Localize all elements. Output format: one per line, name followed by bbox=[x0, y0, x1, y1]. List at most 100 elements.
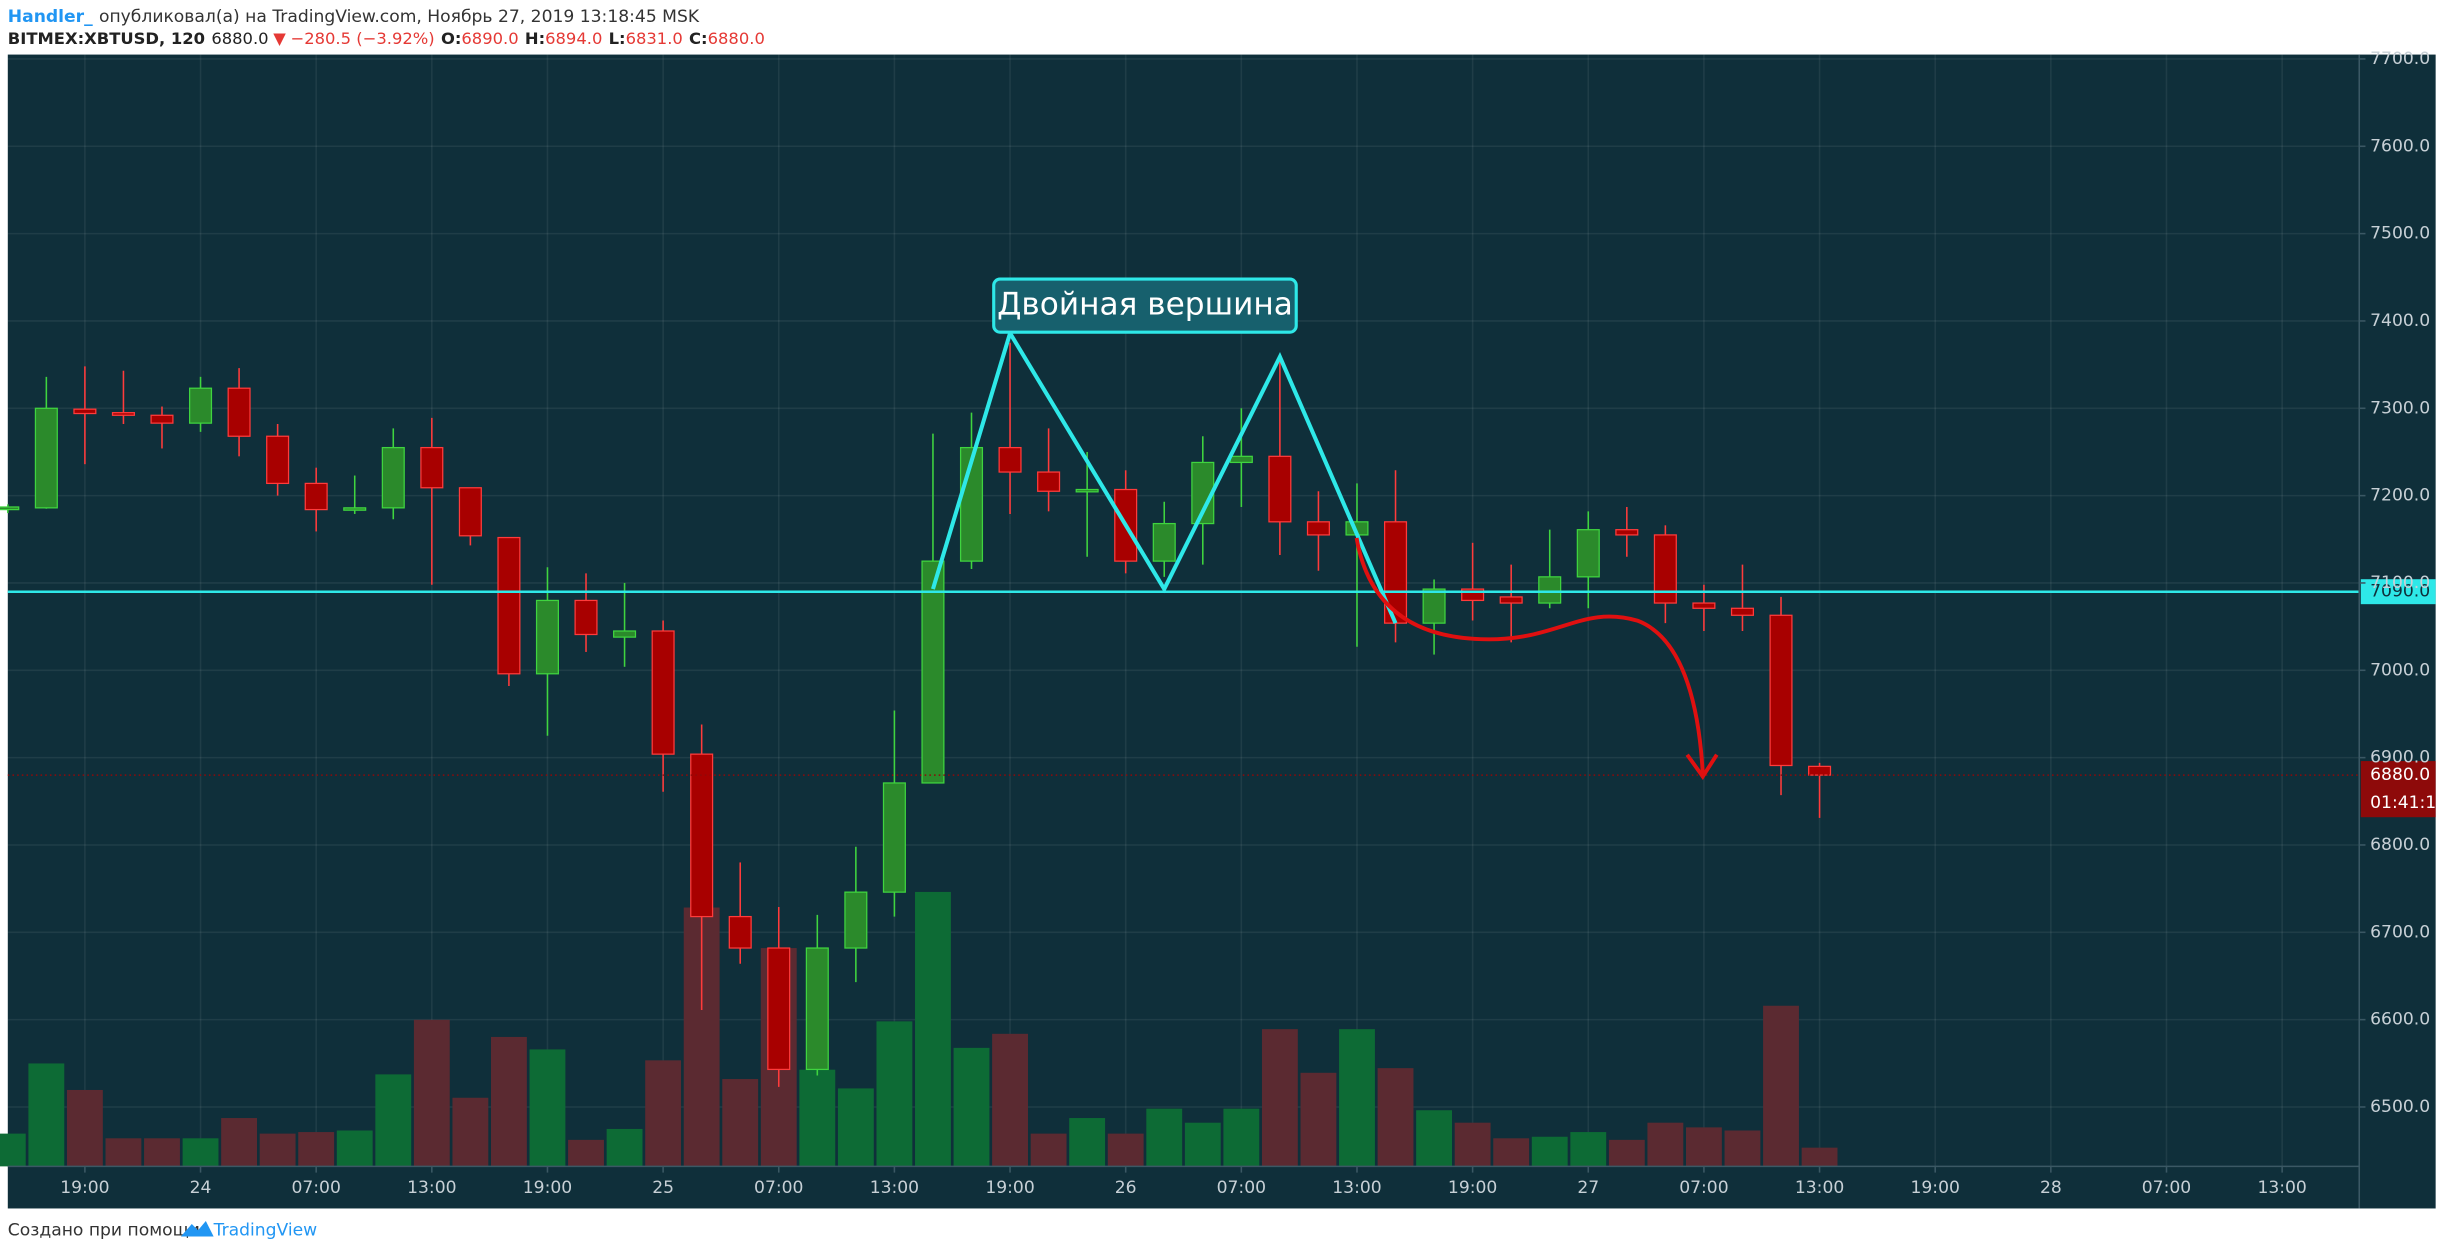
y-tick-label: 7600.0 bbox=[2370, 136, 2430, 156]
header-line-1: Handler_ опубликовал(а) на TradingView.co… bbox=[8, 7, 700, 27]
candle-body bbox=[574, 599, 598, 636]
candle-body bbox=[34, 407, 58, 509]
candle-body bbox=[304, 482, 328, 511]
candle-body bbox=[0, 506, 20, 511]
last-price-label: 6880.0 bbox=[2370, 765, 2430, 785]
y-tick-label: 6700.0 bbox=[2370, 922, 2430, 942]
volume-bar bbox=[452, 1097, 489, 1167]
candle-body bbox=[690, 753, 714, 918]
volume-bar bbox=[1107, 1133, 1144, 1167]
candle-body bbox=[497, 536, 521, 675]
candle-body bbox=[728, 915, 752, 949]
volume-bar bbox=[1570, 1132, 1607, 1167]
volume-bar bbox=[1261, 1029, 1298, 1167]
last-price-box bbox=[2360, 761, 2436, 818]
candle-body bbox=[1499, 596, 1523, 604]
footer-brand[interactable]: TradingView bbox=[213, 1220, 318, 1240]
volume-bar bbox=[1454, 1122, 1491, 1167]
pattern-label-box bbox=[992, 277, 1298, 334]
candle-body bbox=[1692, 602, 1716, 609]
volume-bar bbox=[1647, 1122, 1684, 1167]
volume-bar bbox=[799, 1069, 836, 1167]
volume-bar bbox=[1030, 1133, 1067, 1167]
volume-bar bbox=[1377, 1068, 1414, 1167]
x-tick-label: 19:00 bbox=[60, 1178, 109, 1198]
footer-text: Создано при помощи bbox=[8, 1220, 200, 1240]
y-tick-label: 7000.0 bbox=[2370, 660, 2430, 680]
volume-bar bbox=[1069, 1118, 1106, 1167]
candle-body bbox=[1306, 521, 1330, 536]
x-tick-label: 13:00 bbox=[1332, 1178, 1381, 1198]
volume-bar bbox=[1184, 1122, 1221, 1167]
volume-bar bbox=[413, 1019, 450, 1167]
overlay-layer: 7090.0 6880.0 01:41:16 Двойная вершина bbox=[7, 277, 2445, 818]
x-tick-label: 25 bbox=[652, 1178, 674, 1198]
x-tick-label: 13:00 bbox=[2257, 1178, 2306, 1198]
countdown-label: 01:41:16 bbox=[2370, 793, 2445, 813]
x-tick-label: 13:00 bbox=[870, 1178, 919, 1198]
plot-background bbox=[7, 54, 2436, 1209]
volume-bar bbox=[837, 1088, 874, 1167]
x-tick-label: 07:00 bbox=[1679, 1178, 1728, 1198]
candle-body bbox=[613, 630, 637, 638]
volume-bar bbox=[876, 1021, 913, 1167]
level-label: 7090.0 bbox=[2370, 582, 2430, 602]
candle-body bbox=[1037, 471, 1061, 492]
ohlc-value: 6831.0 bbox=[626, 28, 683, 47]
ohlc-key: C: bbox=[689, 28, 708, 47]
candle-body bbox=[1075, 488, 1099, 493]
candle-body bbox=[844, 891, 868, 949]
volume-bar bbox=[1724, 1130, 1761, 1167]
candle-body bbox=[998, 446, 1022, 473]
ohlc-value: 6890.0 bbox=[461, 28, 518, 47]
volume-bar bbox=[722, 1079, 759, 1167]
y-tick-label: 7200.0 bbox=[2370, 486, 2430, 506]
volume-bar bbox=[606, 1128, 643, 1167]
y-tick-label: 6600.0 bbox=[2370, 1010, 2430, 1030]
candle-body bbox=[150, 414, 174, 424]
volume-bar bbox=[529, 1049, 566, 1167]
x-tick-label: 07:00 bbox=[1217, 1178, 1266, 1198]
x-tick-label: 13:00 bbox=[407, 1178, 456, 1198]
x-tick-label: 07:00 bbox=[754, 1178, 803, 1198]
y-tick-label: 7100.0 bbox=[2370, 573, 2430, 593]
volume-bar bbox=[28, 1063, 65, 1167]
volume-bar bbox=[915, 891, 951, 1167]
candle-body bbox=[458, 487, 482, 537]
x-tick-label: 07:00 bbox=[291, 1178, 340, 1198]
down-icon: ▼ bbox=[273, 28, 286, 47]
candle-body bbox=[1422, 588, 1446, 624]
candle-body bbox=[343, 507, 367, 511]
volume-bar bbox=[1416, 1110, 1453, 1167]
candle-body bbox=[1152, 522, 1176, 562]
tradingview-logo[interactable] bbox=[180, 1220, 214, 1237]
volume-bar bbox=[953, 1047, 990, 1167]
y-tick-label: 6900.0 bbox=[2370, 748, 2430, 768]
volume-bar bbox=[1531, 1136, 1568, 1167]
last-price: 6880.0 bbox=[211, 28, 268, 47]
y-tick-label: 7700.0 bbox=[2370, 49, 2430, 69]
candle-body bbox=[1268, 455, 1292, 523]
x-tick-label: 19:00 bbox=[1448, 1178, 1497, 1198]
published: опубликовал(а) на TradingView.com, Ноябр… bbox=[99, 7, 700, 27]
candle-body bbox=[1808, 765, 1832, 776]
ohlc-key: H: bbox=[525, 28, 545, 47]
candle-body bbox=[535, 599, 560, 675]
candle-body bbox=[188, 387, 213, 424]
x-tick-label: 13:00 bbox=[1795, 1178, 1844, 1198]
volume-bar bbox=[66, 1089, 103, 1167]
y-tick-label: 7300.0 bbox=[2370, 398, 2430, 418]
symbol: BITMEX:XBTUSD, 120 bbox=[8, 28, 205, 47]
volume-layer bbox=[0, 891, 1838, 1167]
double-top-line bbox=[931, 328, 1398, 624]
candle-body bbox=[111, 412, 135, 416]
forecast-arrowhead bbox=[1685, 753, 1719, 781]
x-tick-label: 24 bbox=[190, 1178, 212, 1198]
candle-layer bbox=[0, 342, 1832, 1087]
candle-body bbox=[420, 446, 444, 489]
volume-bar bbox=[1685, 1127, 1722, 1167]
x-tick-label: 19:00 bbox=[985, 1178, 1034, 1198]
forecast-arrow bbox=[1354, 537, 1705, 774]
y-tick-label: 6500.0 bbox=[2370, 1097, 2430, 1117]
